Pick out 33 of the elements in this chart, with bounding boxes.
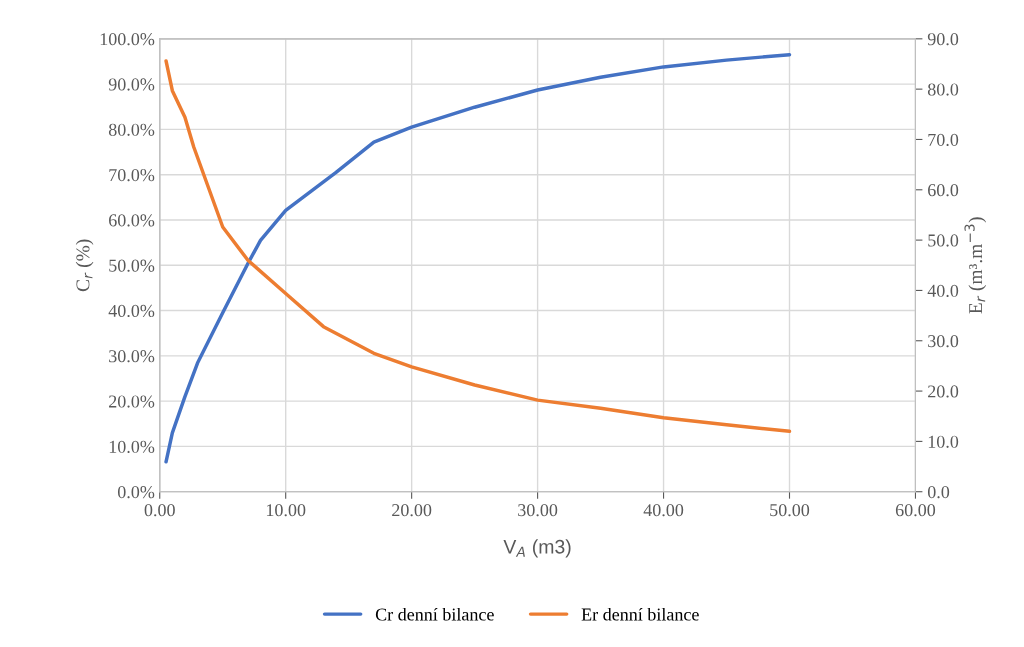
y2-tick-label: 60.0: [928, 184, 959, 197]
x-tick-label: 0.00: [144, 504, 175, 517]
y-tick-label: 40.0%: [108, 304, 155, 318]
legend-label: Cr denní bilance: [375, 607, 494, 621]
y2-tick-label: 20.0: [928, 385, 959, 398]
y-tick-label: 20.0%: [109, 395, 155, 408]
x-tick-label: 10.00: [266, 504, 306, 517]
y-tick-label: 10.0%: [109, 440, 155, 453]
y2-tick-label: 70.0: [928, 133, 959, 146]
x-tick-label: 60.00: [895, 504, 936, 517]
y2-tick-label: 90.0: [927, 33, 959, 46]
y-tick-label: 30.0%: [109, 350, 155, 363]
y2-tick-label: 0.0: [927, 485, 950, 499]
y-axis-title: C$_{r}$ (%): [75, 239, 94, 292]
y2-tick-label: 50.0: [928, 234, 959, 247]
y-tick-label: 60.0%: [109, 214, 155, 227]
y2-tick-label: 30.0: [928, 335, 959, 348]
y2-tick-label: 10.0: [928, 435, 959, 448]
y-tick-label: 50.0%: [109, 259, 155, 272]
y2-tick-label: 80.0: [927, 83, 959, 96]
y-tick-label: 80.0%: [108, 123, 155, 136]
y2-tick-label: 40.0: [927, 284, 959, 297]
x-tick-label: 30.00: [518, 504, 558, 517]
y-tick-label: 70.0%: [109, 168, 155, 182]
y-tick-label: 90.0%: [108, 78, 155, 91]
y-tick-label: 100.0%: [100, 33, 155, 46]
y2-axis-title: E$_{r}$ (m³.m$^{−3}$): [964, 217, 987, 314]
legend-label: Er denní bilance: [581, 607, 699, 621]
y-tick-label: 0.0%: [117, 485, 155, 499]
x-axis-title: V$_{A}$ (m3): [503, 539, 571, 558]
x-tick-label: 50.00: [770, 504, 810, 517]
x-tick-label: 20.00: [392, 504, 432, 517]
x-tick-label: 40.00: [643, 504, 684, 517]
